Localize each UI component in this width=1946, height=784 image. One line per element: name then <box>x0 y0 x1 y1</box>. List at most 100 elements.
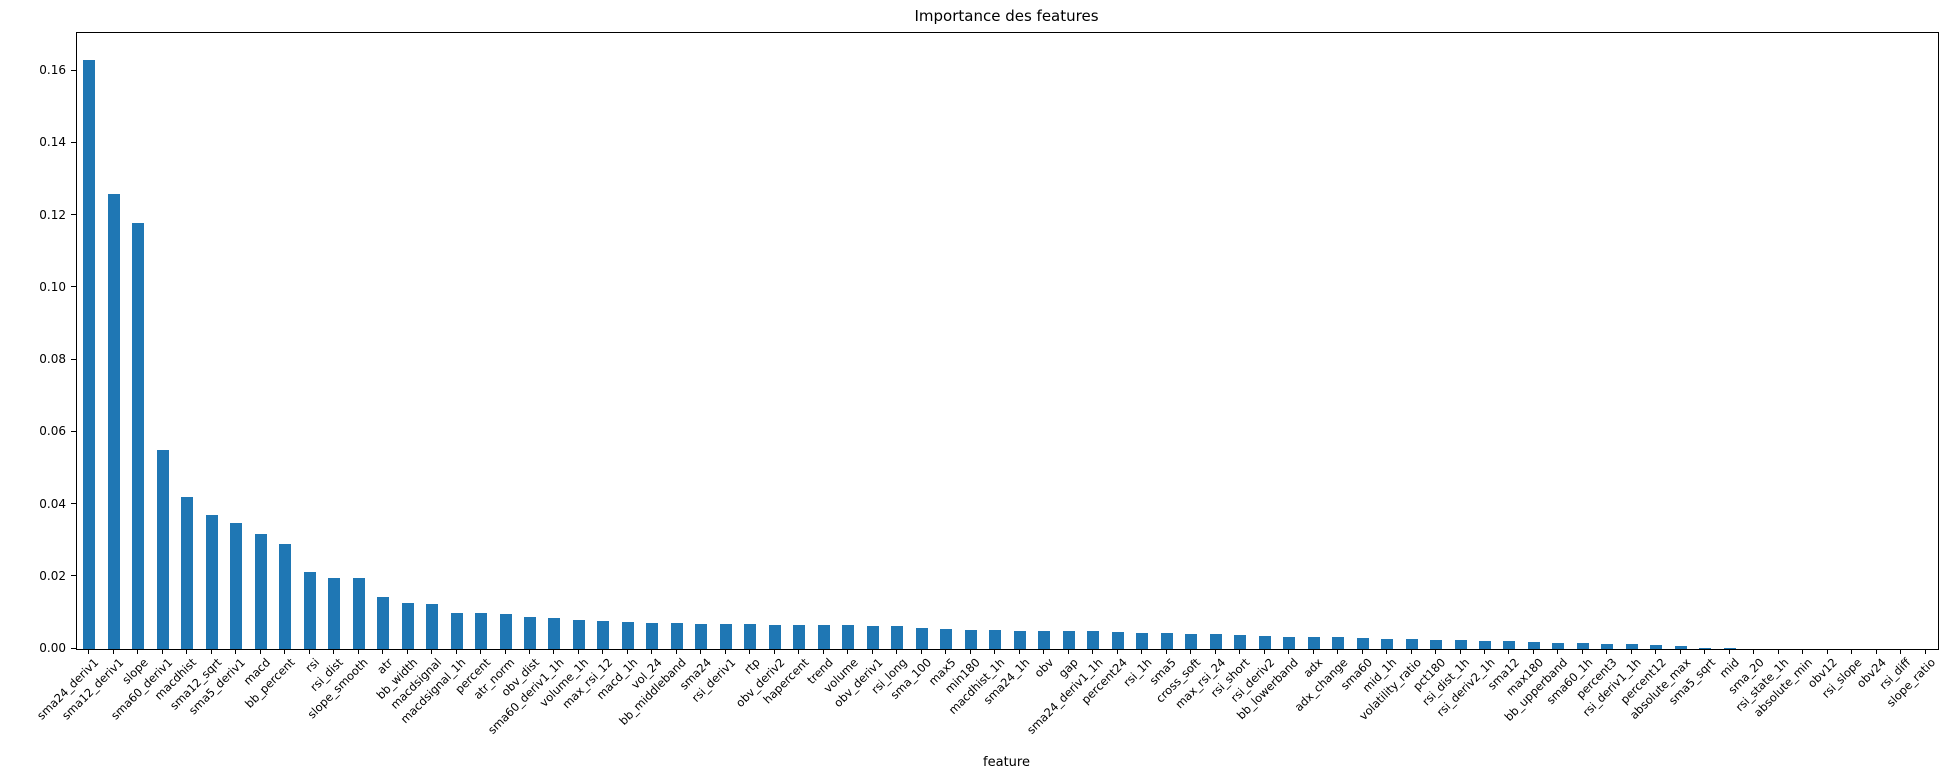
y-tick-label: 0.04 <box>39 496 66 511</box>
x-axis-tick <box>88 649 90 654</box>
y-tick-label: 0.06 <box>39 424 66 439</box>
bar <box>842 625 855 649</box>
y-tick-label: 0.10 <box>39 279 66 294</box>
y-axis-tick <box>71 503 76 505</box>
bar <box>328 577 341 649</box>
bar <box>83 60 96 649</box>
x-axis-tick <box>1802 649 1804 654</box>
bar <box>1381 638 1394 649</box>
bar <box>254 533 267 649</box>
y-axis-tick <box>71 214 76 216</box>
bar <box>597 621 610 649</box>
bar <box>352 578 365 649</box>
x-axis-tick <box>333 649 335 654</box>
x-axis-tick <box>308 649 310 654</box>
x-axis-tick <box>626 649 628 654</box>
x-axis-tick <box>1655 649 1657 654</box>
x-axis-tick <box>161 649 163 654</box>
bar <box>1038 630 1051 649</box>
bar <box>1503 641 1516 649</box>
y-tick-label: 0.00 <box>39 641 66 655</box>
x-axis-tick <box>1728 649 1730 654</box>
bar <box>1625 644 1638 649</box>
x-axis-tick <box>382 649 384 654</box>
y-axis-tick <box>71 575 76 577</box>
bar <box>1430 639 1443 649</box>
bar <box>1576 643 1589 649</box>
y-axis-tick <box>71 430 76 432</box>
x-axis-tick <box>504 649 506 654</box>
x-axis-tick <box>896 649 898 654</box>
bar <box>1650 644 1663 649</box>
x-axis-tick <box>1092 649 1094 654</box>
y-axis-tick <box>71 286 76 288</box>
x-axis-tick <box>1067 649 1069 654</box>
bar <box>1674 646 1687 649</box>
x-axis-tick <box>675 649 677 654</box>
x-axis-tick <box>1704 649 1706 654</box>
bar <box>817 625 830 649</box>
bar <box>107 194 120 649</box>
x-axis-tick <box>1606 649 1608 654</box>
bar <box>866 625 879 649</box>
x-axis-tick <box>969 649 971 654</box>
bar <box>279 543 292 649</box>
x-axis-tick <box>455 649 457 654</box>
bar <box>303 572 316 649</box>
x-axis-tick <box>1239 649 1241 654</box>
x-axis-tick <box>1679 649 1681 654</box>
x-axis-tick <box>1410 649 1412 654</box>
bar <box>1062 630 1075 649</box>
bar <box>1307 637 1320 649</box>
y-tick-label: 0.02 <box>39 568 66 583</box>
bar <box>719 624 732 649</box>
x-axis-tick <box>406 649 408 654</box>
bar <box>205 514 218 649</box>
bar <box>1283 636 1296 649</box>
x-axis-tick <box>1581 649 1583 654</box>
y-tick-label: 0.16 <box>39 63 66 78</box>
bar <box>156 450 169 649</box>
bar <box>768 624 781 649</box>
bar <box>377 596 390 649</box>
bar <box>1356 637 1369 649</box>
x-axis-tick <box>1263 649 1265 654</box>
plot-area <box>76 32 1939 650</box>
bar <box>989 629 1002 649</box>
x-axis-tick <box>822 649 824 654</box>
y-tick-label: 0.12 <box>39 207 66 222</box>
x-axis-tick <box>1508 649 1510 654</box>
bar <box>1699 647 1712 649</box>
bar <box>1258 636 1271 649</box>
bar <box>524 616 536 649</box>
bar <box>1405 638 1418 649</box>
x-axis-tick <box>1435 649 1437 654</box>
x-axis-label: feature <box>983 755 1030 770</box>
x-axis-tick <box>210 649 212 654</box>
bar <box>744 624 757 649</box>
x-axis-tick <box>186 649 188 654</box>
y-axis-tick <box>71 358 76 360</box>
bar <box>1185 634 1198 649</box>
x-axis-tick <box>1557 649 1559 654</box>
x-axis-tick <box>1924 649 1926 654</box>
x-axis-tick <box>112 649 114 654</box>
x-axis-tick <box>1532 649 1534 654</box>
bar <box>891 626 904 649</box>
x-axis-tick <box>994 649 996 654</box>
bar <box>1160 632 1173 649</box>
x-axis-tick <box>1043 649 1045 654</box>
bar <box>230 522 243 649</box>
x-axis-tick <box>1312 649 1314 654</box>
x-axis-tick <box>602 649 604 654</box>
x-axis-tick <box>1018 649 1020 654</box>
y-axis-tick <box>71 69 76 71</box>
x-axis-tick <box>1116 649 1118 654</box>
x-axis-tick <box>259 649 261 654</box>
bar <box>670 623 683 649</box>
x-axis-tick <box>724 649 726 654</box>
x-axis-tick <box>945 649 947 654</box>
x-axis-tick <box>431 649 433 654</box>
x-axis-tick <box>1141 649 1143 654</box>
